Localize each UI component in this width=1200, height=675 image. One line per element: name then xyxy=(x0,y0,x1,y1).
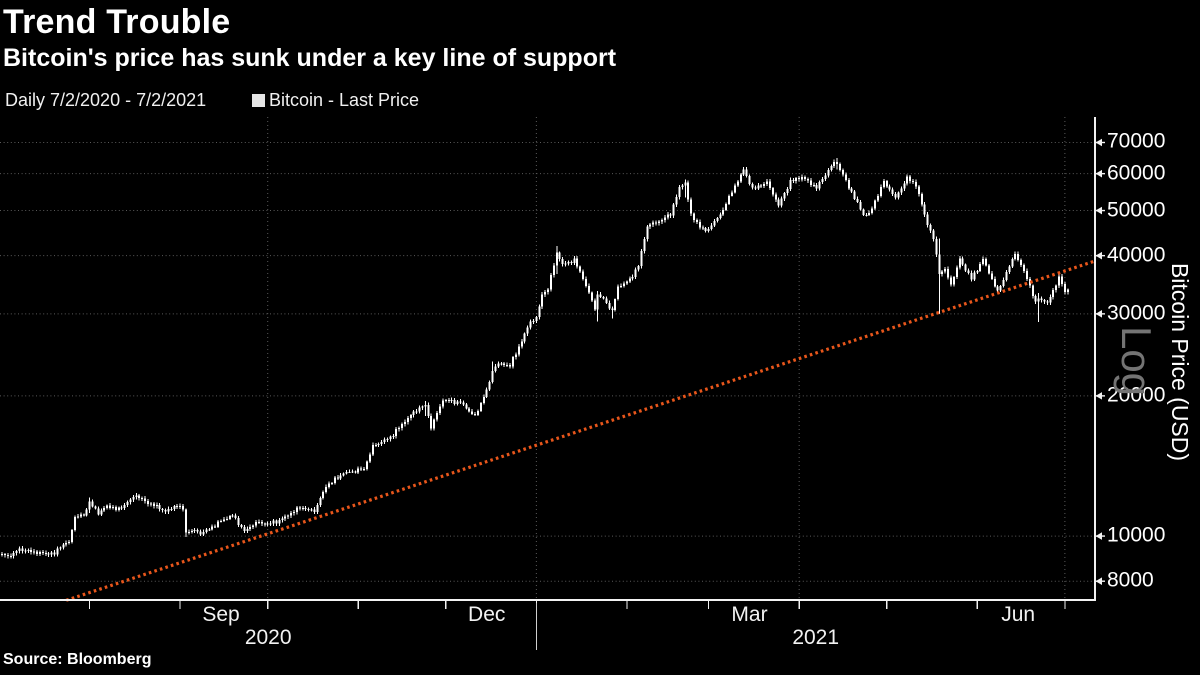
x-axis-month-label: Sep xyxy=(202,603,240,626)
x-axis-year-label: 2020 xyxy=(244,626,292,649)
y-axis-tick-label: 70000 xyxy=(1107,130,1166,154)
y-axis-tick-label: 40000 xyxy=(1107,243,1166,267)
legend-series-label: Bitcoin - Last Price xyxy=(269,90,420,110)
chart-subtitle: Bitcoin's price has sunk under a key lin… xyxy=(3,44,617,72)
x-axis-month-label: Dec xyxy=(468,603,506,626)
y-axis-tick-label: 8000 xyxy=(1107,568,1154,592)
legend-swatch-icon xyxy=(252,94,265,107)
y-axis-tick-label: 30000 xyxy=(1107,301,1166,325)
log-scale-badge: Log xyxy=(1113,325,1160,397)
source-attribution: Source: Bloomberg xyxy=(3,651,152,668)
y-axis-tick-label: 50000 xyxy=(1107,198,1166,222)
chart-title: Trend Trouble xyxy=(3,3,231,41)
y-axis-tick-label: 60000 xyxy=(1107,161,1166,185)
y-axis-tick-label: 20000 xyxy=(1107,383,1166,407)
y-axis-title: Bitcoin Price (USD) xyxy=(1167,262,1193,462)
y-axis-tick-label: 10000 xyxy=(1107,523,1166,547)
x-axis-year-label: 2021 xyxy=(792,626,840,649)
x-axis-month-label: Jun xyxy=(1001,603,1036,626)
x-axis-month-label: Mar xyxy=(731,603,768,626)
legend-period-label: Daily 7/2/2020 - 7/2/2021 xyxy=(5,90,207,110)
